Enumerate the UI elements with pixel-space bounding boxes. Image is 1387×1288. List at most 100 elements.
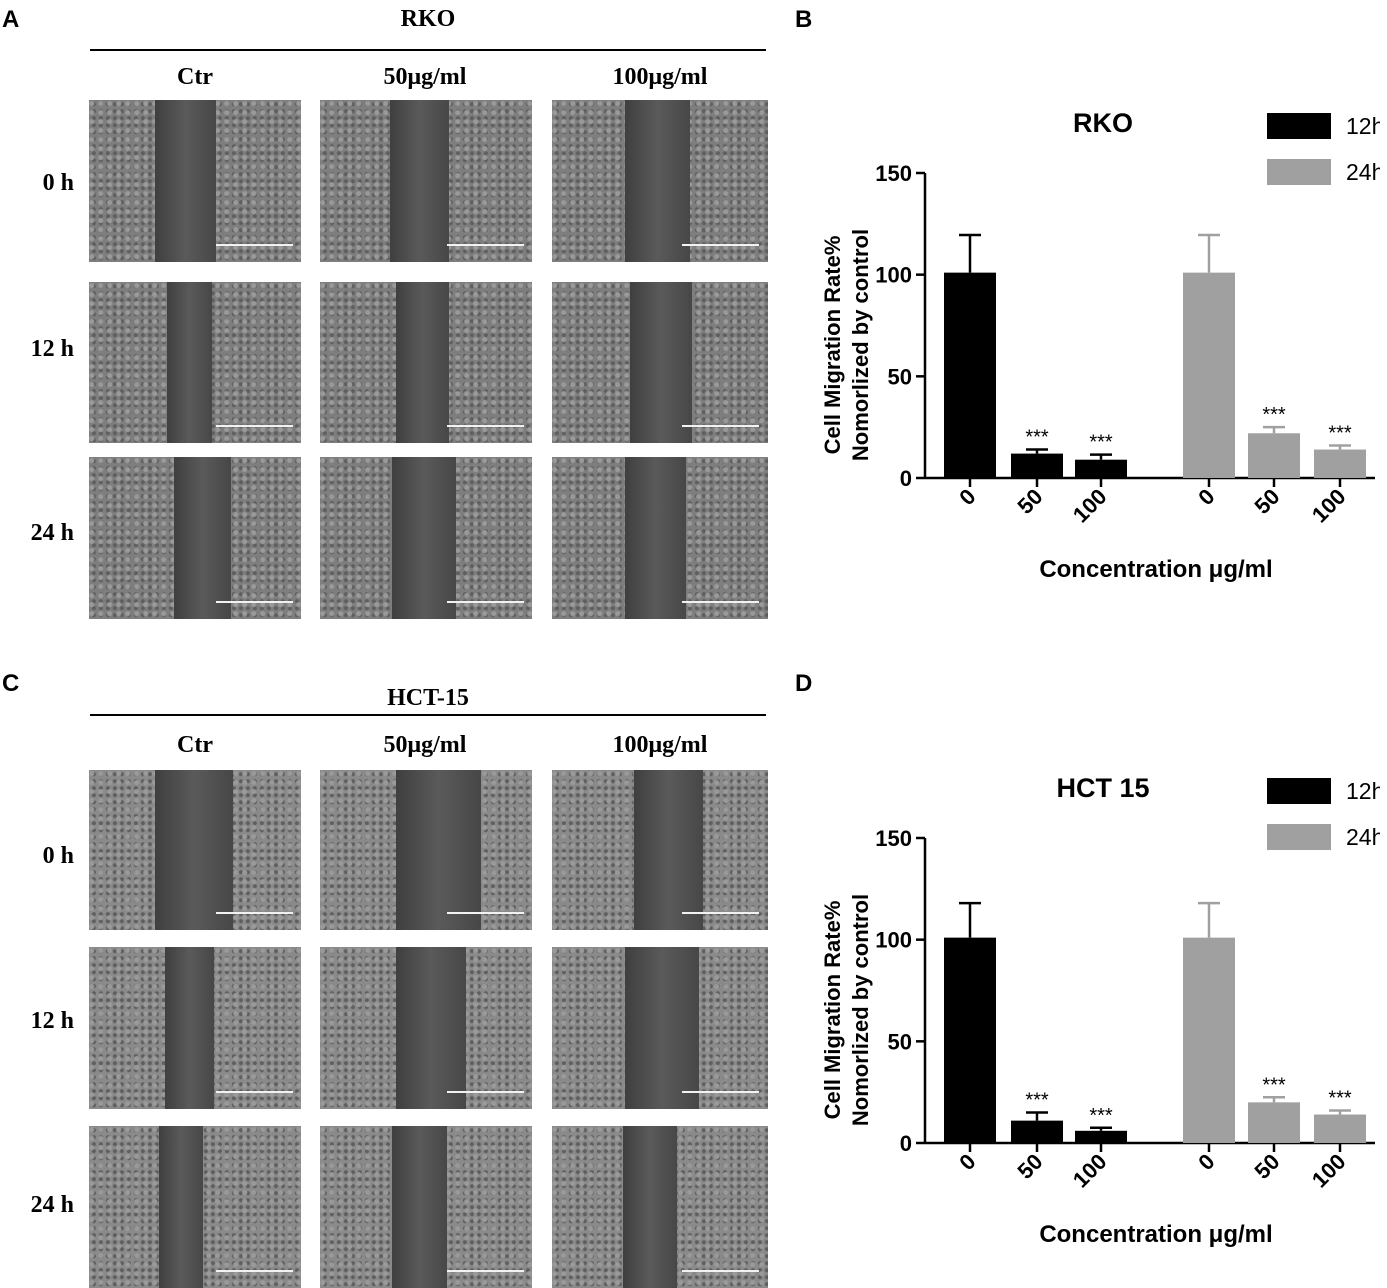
hct15-row-label-24h: 24 h bbox=[30, 1192, 74, 1218]
legend-label-24h: 24h bbox=[1346, 159, 1380, 185]
significance-label: *** bbox=[1262, 404, 1286, 426]
rko-micrograph-12h-100 bbox=[552, 282, 768, 443]
rko-column-label-ctr: Ctr bbox=[177, 64, 213, 90]
x-axis-label: Concentration μg/ml bbox=[1039, 1221, 1272, 1248]
panel-letter-c: C bbox=[2, 670, 20, 697]
scale-bar bbox=[447, 1269, 524, 1272]
significance-label: *** bbox=[1328, 1087, 1352, 1109]
rko-micrograph-0h-100 bbox=[552, 100, 768, 262]
y-axis-label-line: Nomorlized by control bbox=[848, 894, 873, 1126]
legend-swatch-12h bbox=[1267, 113, 1331, 139]
rko-column-label-50: 50μg/ml bbox=[383, 64, 467, 90]
x-tick-label: 100 bbox=[1068, 1149, 1112, 1193]
rko-column-label-100: 100μg/ml bbox=[612, 64, 708, 90]
bar-24h-0 bbox=[1183, 937, 1235, 1143]
scale-bar bbox=[447, 600, 524, 603]
x-tick-label: 50 bbox=[1013, 1149, 1048, 1184]
x-tick-label: 100 bbox=[1068, 484, 1112, 528]
hct15-micrograph-12h-ctr bbox=[89, 947, 301, 1109]
x-tick-label: 0 bbox=[954, 484, 980, 510]
bar-12h-0 bbox=[944, 937, 996, 1143]
significance-label: *** bbox=[1262, 1074, 1286, 1096]
x-tick-label: 0 bbox=[954, 1149, 980, 1175]
rko-micrograph-0h-ctr bbox=[89, 100, 301, 262]
hct15-micrograph-0h-50 bbox=[320, 770, 532, 930]
scale-bar bbox=[681, 243, 760, 246]
scale-bar bbox=[216, 1090, 293, 1093]
hct15-micrograph-0h-ctr bbox=[89, 770, 301, 930]
significance-label: *** bbox=[1328, 422, 1352, 444]
hct15-section-title: HCT-15 bbox=[387, 685, 469, 711]
y-tick-label: 150 bbox=[875, 161, 912, 186]
rko-micrograph-24h-50 bbox=[320, 457, 532, 619]
y-tick-label: 0 bbox=[900, 466, 912, 491]
hct15-micrograph-24h-100 bbox=[552, 1126, 768, 1288]
hct15-row-label-0h: 0 h bbox=[42, 843, 74, 869]
bar-12h-100 bbox=[1075, 1130, 1127, 1143]
rko-row-label-24h: 24 h bbox=[30, 520, 74, 546]
significance-label: *** bbox=[1025, 1090, 1049, 1112]
bar-24h-100 bbox=[1314, 449, 1366, 478]
bar-24h-100 bbox=[1314, 1114, 1366, 1143]
scratch-gap bbox=[158, 1126, 204, 1288]
rko-micrograph-24h-100 bbox=[552, 457, 768, 619]
bar-24h-0 bbox=[1183, 272, 1235, 478]
scale-bar bbox=[447, 243, 524, 246]
scale-bar bbox=[216, 1269, 293, 1272]
scratch-gap bbox=[396, 282, 450, 443]
hct15-micrograph-0h-100 bbox=[552, 770, 768, 930]
hct15-row-label-12h: 12 h bbox=[30, 1008, 74, 1034]
scratch-gap bbox=[625, 457, 686, 619]
scratch-gap bbox=[634, 770, 704, 930]
scale-bar bbox=[681, 1269, 760, 1272]
rko-row-label-12h: 12 h bbox=[30, 336, 74, 362]
scale-bar bbox=[447, 424, 524, 427]
x-tick-label: 50 bbox=[1013, 484, 1048, 519]
x-tick-label: 0 bbox=[1193, 484, 1219, 510]
rko-micrograph-12h-50 bbox=[320, 282, 532, 443]
significance-label: *** bbox=[1025, 427, 1049, 449]
legend-label-12h: 12h bbox=[1346, 113, 1380, 139]
bar-24h-50 bbox=[1248, 433, 1300, 478]
hct15-migration-bar-chart: HCT 15 12h 24h 0 50 100 150 Cell Migration Rate… bbox=[820, 773, 1380, 1248]
y-axis-label-line: Cell Migration Rate% bbox=[820, 901, 845, 1120]
bar-12h-50 bbox=[1011, 1120, 1063, 1143]
scale-bar bbox=[216, 243, 293, 246]
y-axis-label-line: Cell Migration Rate% bbox=[820, 236, 845, 455]
legend-label-24h: 24h bbox=[1346, 824, 1380, 850]
scratch-gap bbox=[396, 947, 467, 1109]
y-axis-label-line: Nomorlized by control bbox=[848, 229, 873, 461]
scratch-gap bbox=[396, 770, 482, 930]
rko-section-rule bbox=[90, 49, 766, 51]
scale-bar bbox=[447, 912, 524, 914]
y-axis-label: Cell Migration Rate% Nomorlized by contro… bbox=[820, 229, 873, 461]
scratch-gap bbox=[629, 282, 693, 443]
legend-swatch-24h bbox=[1267, 159, 1331, 185]
scale-bar bbox=[447, 1090, 524, 1093]
bar-12h-100 bbox=[1075, 459, 1127, 478]
bar-12h-50 bbox=[1011, 453, 1063, 478]
panel-letter-b: B bbox=[795, 6, 813, 33]
scale-bar bbox=[681, 912, 760, 914]
scratch-gap bbox=[392, 457, 456, 619]
rko-section-title: RKO bbox=[400, 6, 456, 32]
hct15-column-label-ctr: Ctr bbox=[177, 732, 213, 758]
scratch-gap bbox=[167, 282, 212, 443]
scale-bar bbox=[681, 600, 760, 603]
scratch-gap bbox=[625, 947, 699, 1109]
y-tick-label: 100 bbox=[875, 928, 912, 953]
scratch-gap bbox=[623, 1126, 678, 1288]
scratch-gap bbox=[392, 1126, 448, 1288]
hct15-micrograph-12h-100 bbox=[552, 947, 768, 1109]
scale-bar bbox=[216, 424, 293, 427]
y-tick-label: 150 bbox=[875, 826, 912, 851]
hct15-micrograph-12h-50 bbox=[320, 947, 532, 1109]
scale-bar bbox=[216, 912, 293, 914]
x-tick-label: 50 bbox=[1250, 1149, 1285, 1184]
x-tick-label: 0 bbox=[1193, 1149, 1219, 1175]
legend-swatch-24h bbox=[1267, 824, 1331, 850]
significance-label: *** bbox=[1089, 1105, 1113, 1127]
rko-micrograph-panel: RKO Ctr 50μg/ml 100μg/ml 0 h 12 h 24 h bbox=[0, 0, 780, 625]
rko-micrograph-24h-ctr bbox=[89, 457, 301, 619]
rko-micrograph-0h-50 bbox=[320, 100, 532, 262]
